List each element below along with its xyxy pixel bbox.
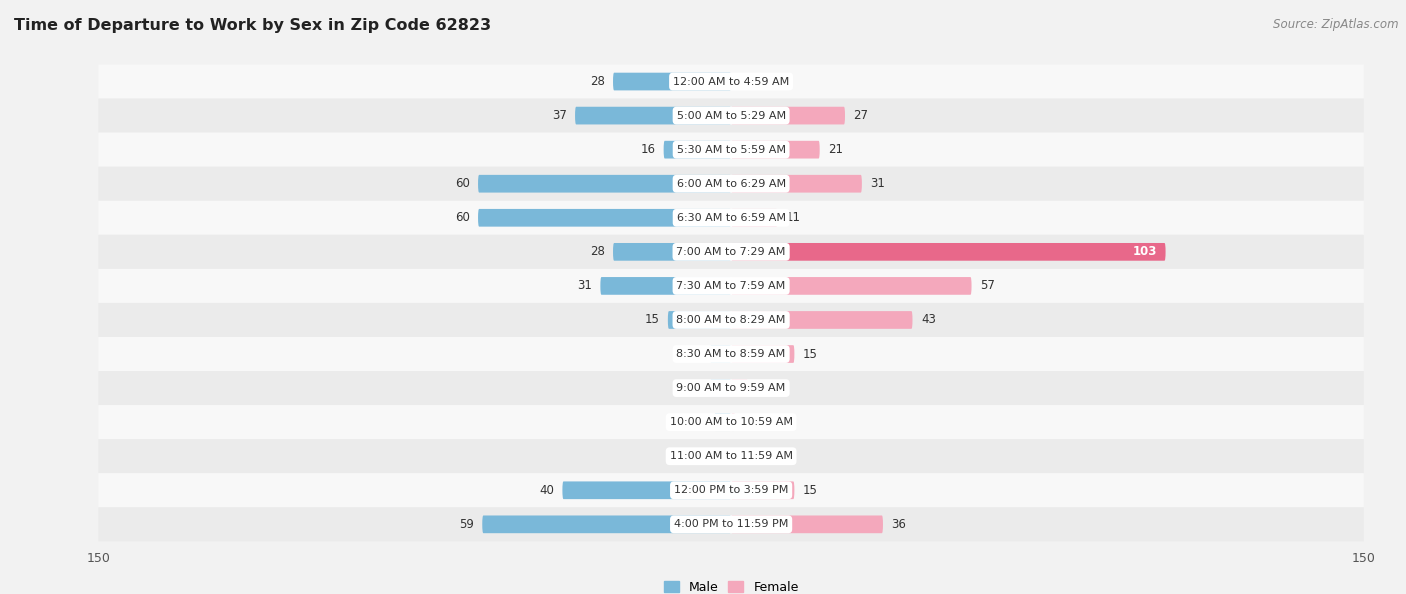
Text: 0: 0	[740, 450, 747, 463]
FancyBboxPatch shape	[731, 345, 794, 363]
FancyBboxPatch shape	[98, 405, 1364, 439]
FancyBboxPatch shape	[98, 269, 1364, 303]
FancyBboxPatch shape	[613, 243, 731, 261]
FancyBboxPatch shape	[731, 311, 912, 329]
Text: 7:00 AM to 7:29 AM: 7:00 AM to 7:29 AM	[676, 247, 786, 257]
FancyBboxPatch shape	[731, 243, 1166, 261]
FancyBboxPatch shape	[714, 413, 731, 431]
Legend: Male, Female: Male, Female	[658, 576, 804, 594]
Text: 103: 103	[1133, 245, 1157, 258]
FancyBboxPatch shape	[562, 481, 731, 499]
Text: 0: 0	[716, 450, 723, 463]
Text: 28: 28	[589, 75, 605, 88]
Text: 36: 36	[891, 518, 907, 531]
FancyBboxPatch shape	[98, 337, 1364, 371]
FancyBboxPatch shape	[731, 516, 883, 533]
Text: 59: 59	[458, 518, 474, 531]
FancyBboxPatch shape	[731, 107, 845, 125]
FancyBboxPatch shape	[731, 141, 820, 159]
Text: 37: 37	[551, 109, 567, 122]
FancyBboxPatch shape	[731, 175, 862, 192]
FancyBboxPatch shape	[98, 473, 1364, 507]
FancyBboxPatch shape	[98, 167, 1364, 201]
Text: 16: 16	[640, 143, 655, 156]
FancyBboxPatch shape	[98, 303, 1364, 337]
Text: 11:00 AM to 11:59 AM: 11:00 AM to 11:59 AM	[669, 451, 793, 461]
FancyBboxPatch shape	[600, 277, 731, 295]
FancyBboxPatch shape	[731, 481, 794, 499]
Text: 7:30 AM to 7:59 AM: 7:30 AM to 7:59 AM	[676, 281, 786, 291]
FancyBboxPatch shape	[731, 277, 972, 295]
Text: Source: ZipAtlas.com: Source: ZipAtlas.com	[1274, 18, 1399, 31]
Text: 28: 28	[589, 245, 605, 258]
Text: 31: 31	[576, 279, 592, 292]
Text: 6:30 AM to 6:59 AM: 6:30 AM to 6:59 AM	[676, 213, 786, 223]
Text: 5:00 AM to 5:29 AM: 5:00 AM to 5:29 AM	[676, 110, 786, 121]
FancyBboxPatch shape	[98, 439, 1364, 473]
Text: 11: 11	[786, 211, 801, 225]
Text: 5: 5	[695, 381, 702, 394]
FancyBboxPatch shape	[98, 132, 1364, 167]
Text: 15: 15	[803, 347, 818, 361]
FancyBboxPatch shape	[482, 516, 731, 533]
Text: 57: 57	[980, 279, 995, 292]
FancyBboxPatch shape	[731, 413, 735, 431]
FancyBboxPatch shape	[98, 201, 1364, 235]
Text: Time of Departure to Work by Sex in Zip Code 62823: Time of Departure to Work by Sex in Zip …	[14, 18, 491, 33]
FancyBboxPatch shape	[98, 507, 1364, 541]
Text: 15: 15	[803, 484, 818, 497]
Text: 1: 1	[744, 416, 751, 429]
Text: 21: 21	[828, 143, 844, 156]
Text: 31: 31	[870, 177, 886, 190]
Text: 9:00 AM to 9:59 AM: 9:00 AM to 9:59 AM	[676, 383, 786, 393]
Text: 4: 4	[699, 416, 706, 429]
FancyBboxPatch shape	[98, 371, 1364, 405]
FancyBboxPatch shape	[478, 175, 731, 192]
Text: 12:00 AM to 4:59 AM: 12:00 AM to 4:59 AM	[673, 77, 789, 87]
Text: 5: 5	[695, 347, 702, 361]
Text: 10:00 AM to 10:59 AM: 10:00 AM to 10:59 AM	[669, 417, 793, 427]
FancyBboxPatch shape	[98, 235, 1364, 269]
FancyBboxPatch shape	[98, 99, 1364, 132]
Text: 8:00 AM to 8:29 AM: 8:00 AM to 8:29 AM	[676, 315, 786, 325]
FancyBboxPatch shape	[668, 311, 731, 329]
Text: 40: 40	[538, 484, 554, 497]
Text: 0: 0	[740, 75, 747, 88]
FancyBboxPatch shape	[478, 209, 731, 227]
Text: 4:00 PM to 11:59 PM: 4:00 PM to 11:59 PM	[673, 519, 789, 529]
Text: 27: 27	[853, 109, 869, 122]
Text: 5:30 AM to 5:59 AM: 5:30 AM to 5:59 AM	[676, 145, 786, 154]
FancyBboxPatch shape	[710, 345, 731, 363]
FancyBboxPatch shape	[98, 65, 1364, 99]
Text: 43: 43	[921, 314, 936, 327]
Text: 12:00 PM to 3:59 PM: 12:00 PM to 3:59 PM	[673, 485, 789, 495]
FancyBboxPatch shape	[613, 72, 731, 90]
FancyBboxPatch shape	[575, 107, 731, 125]
FancyBboxPatch shape	[731, 379, 748, 397]
FancyBboxPatch shape	[664, 141, 731, 159]
Text: 15: 15	[644, 314, 659, 327]
Text: 60: 60	[454, 177, 470, 190]
Text: 6:00 AM to 6:29 AM: 6:00 AM to 6:29 AM	[676, 179, 786, 189]
FancyBboxPatch shape	[731, 209, 778, 227]
Text: 60: 60	[454, 211, 470, 225]
Text: 8:30 AM to 8:59 AM: 8:30 AM to 8:59 AM	[676, 349, 786, 359]
FancyBboxPatch shape	[710, 379, 731, 397]
Text: 4: 4	[756, 381, 763, 394]
